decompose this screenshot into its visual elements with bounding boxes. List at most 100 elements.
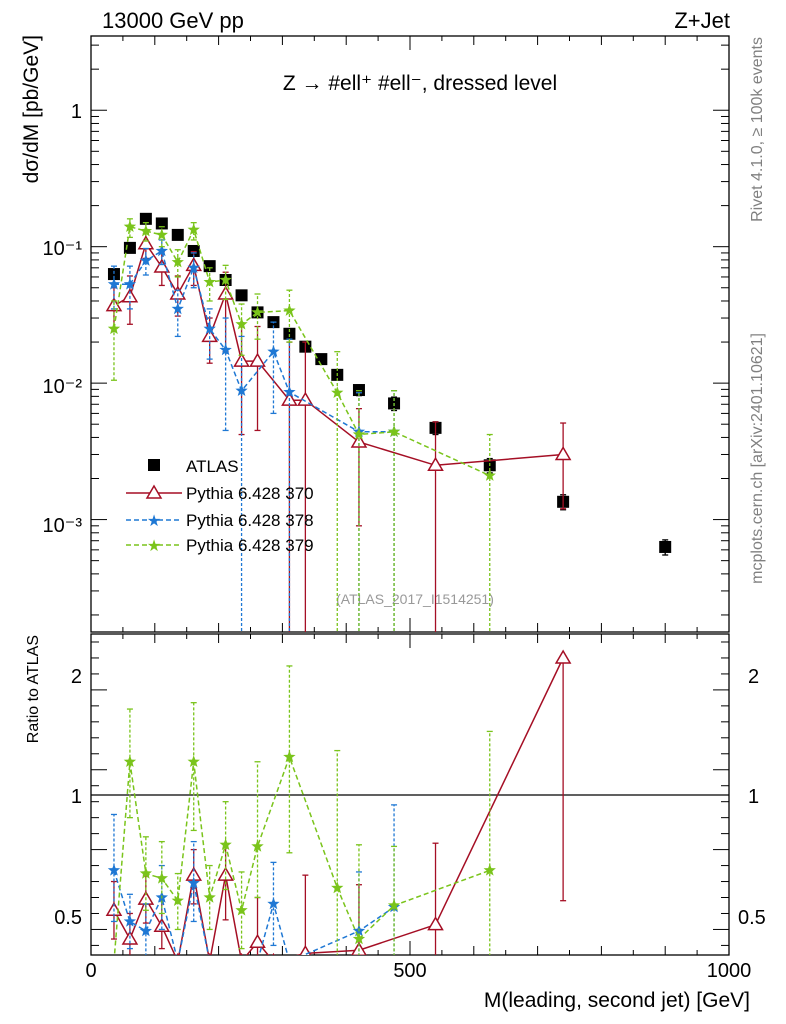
ratio-series-2-point: [155, 871, 168, 884]
legend-label-370: Pythia 6.428 370: [186, 484, 314, 503]
ratio-series-1-point: [123, 915, 137, 927]
x-tick-label-1000: 1000: [707, 960, 752, 982]
x-tick-label-0: 0: [85, 960, 96, 982]
main-series-3-point: [139, 224, 152, 237]
main-series-2-point: [267, 345, 280, 357]
ratio-series-0-point: [427, 916, 444, 931]
ratio-series-2-point: [123, 755, 137, 767]
x-tick-label-500: 500: [393, 960, 426, 982]
ratio-series-2-point: [139, 867, 152, 879]
ratio-series-0-point: [554, 649, 572, 664]
y-tick-label-0.1: 10⁻¹: [43, 238, 83, 260]
ratio-series-1-point: [187, 876, 200, 889]
y-tick-label-0.01: 10⁻²: [43, 376, 83, 398]
main-series-3-point: [171, 255, 184, 268]
main-series-1-point: [554, 445, 572, 461]
legend-marker-379: ★: [147, 538, 161, 555]
main-series-2-point: [203, 322, 216, 335]
ratio-series-2-point: [483, 863, 496, 876]
ratio-y-axis-label: Ratio to ATLAS: [25, 635, 42, 743]
energy-label: 13000 GeV pp: [102, 8, 244, 33]
ratio-series-2: [113, 665, 496, 955]
legend-marker-atlas: [148, 459, 160, 471]
main-series-group: [105, 212, 672, 632]
main-y-axis-label: dσ/dM [pb/GeV]: [20, 35, 43, 183]
main-series-0-point: [171, 228, 184, 241]
main-series-3-point: [155, 228, 168, 241]
ratio-series-1-point: [225, 954, 226, 955]
ratio-series-0: [105, 649, 572, 955]
main-series-0-point: [155, 217, 168, 230]
legend-label-378: Pythia 6.428 378: [186, 511, 314, 530]
legend-marker-378: ★: [147, 513, 161, 530]
ratio-series-1-point: [209, 954, 210, 955]
ratio-series-2-point: [203, 891, 216, 903]
main-series-2-point: [219, 343, 232, 356]
main-series-2-point: [171, 302, 184, 315]
ratio-tick-label-0.5-left: 0.5: [54, 907, 82, 929]
ratio-series-0-point: [272, 952, 275, 955]
y-tick-label-0.001: 10⁻³: [43, 515, 83, 537]
ratio-series-0-point: [176, 952, 179, 955]
main-series-3-point: [235, 317, 248, 330]
main-series-3-point: [352, 428, 366, 440]
ratio-tick-label-0.5-right: 0.5: [738, 907, 766, 929]
main-series-2-point: [283, 385, 296, 398]
ratio-series-0-line: [113, 657, 564, 955]
legend-label-379: Pythia 6.428 379: [186, 536, 314, 555]
main-series-2-point: [123, 277, 137, 290]
main-series-2-point: [235, 384, 248, 396]
main-series-3-point: [283, 304, 296, 316]
ratio-series-2-point: [219, 838, 232, 851]
ratio-series-1-point: [267, 897, 280, 910]
main-series-0-point: [283, 327, 296, 340]
ratio-series-2-point: [387, 899, 401, 911]
main-series-3-point: [123, 220, 137, 232]
main-series-3-point: [219, 273, 232, 286]
main-title: Z → #ell⁺ #ell⁻, dressed level: [283, 72, 557, 95]
ratio-tick-label-2-left: 2: [71, 666, 82, 688]
main-series-3: [107, 218, 496, 632]
ratio-series-0-point: [249, 933, 266, 948]
ratio-series-2-point: [331, 881, 344, 894]
x-axis-label: M(leading, second jet) [GeV]: [484, 989, 750, 1012]
ratio-series-1-point: [257, 954, 258, 955]
main-series-0-point: [315, 353, 328, 366]
main-series-1-point: [350, 433, 368, 448]
main-series-1-point: [249, 352, 266, 367]
ratio-series-2-point: [113, 954, 115, 955]
ratio-tick-label-2-right: 2: [748, 666, 759, 688]
ratio-series-1-point: [241, 954, 242, 955]
ratio-series-2-point: [171, 894, 184, 906]
main-series-2-point: [139, 254, 152, 266]
main-series-3-point: [387, 425, 401, 437]
ratio-series-2-point: [283, 750, 296, 763]
mcplots-label: mcplots.cern.ch [arXiv:2401.10621]: [749, 333, 766, 584]
main-series-1-line: [113, 242, 564, 467]
ratio-series-2-point: [187, 755, 200, 767]
main-series-3-point: [251, 305, 264, 318]
ratio-series-0-point: [153, 917, 171, 933]
ratio-series-group: [105, 649, 572, 955]
legend-label-atlas: ATLAS: [186, 457, 239, 476]
y-tick-label-1: 1: [71, 101, 82, 123]
main-series-2-point: [155, 244, 168, 257]
main-series-0-point: [659, 540, 672, 553]
rivet-version-label: Rivet 4.1.0, ≥ 100k events: [749, 37, 766, 222]
main-series-0-point: [123, 241, 136, 254]
main-series-0-point: [107, 268, 120, 281]
legend-marker-370: [145, 484, 163, 499]
ratio-series-2-point: [235, 903, 248, 916]
main-series-3-point: [107, 322, 121, 335]
ratio-tick-label-1-left: 1: [71, 786, 82, 808]
legend: ATLAS Pythia 6.428 370 ★ Pythia 6.428 37…: [126, 457, 314, 555]
main-series-2-point: [187, 261, 200, 274]
process-label: Z+Jet: [674, 8, 730, 33]
main-series-2-point: [107, 277, 121, 290]
ratio-series-2-point: [251, 839, 264, 852]
analysis-watermark: (ATLAS_2017_I1514251): [336, 591, 494, 607]
main-series-0-point: [203, 260, 216, 273]
ratio-series-2-point: [352, 932, 366, 945]
ratio-series-1-line: [113, 870, 395, 955]
